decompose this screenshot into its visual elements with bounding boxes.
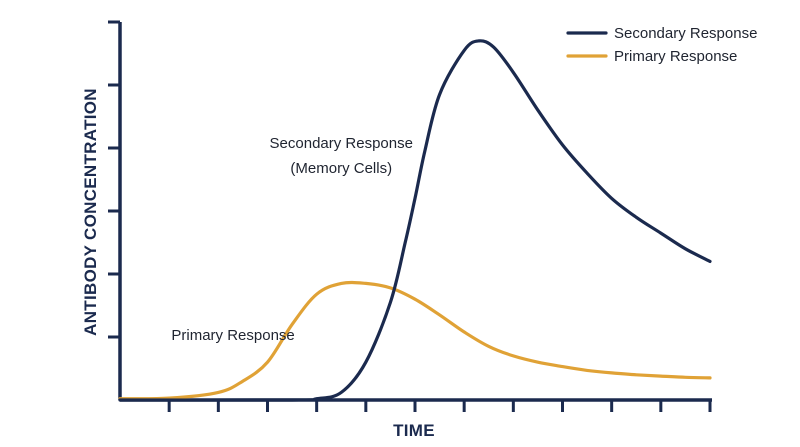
legend-label-2: Primary Response <box>614 48 737 65</box>
legend: Secondary Response Primary Response <box>566 25 757 65</box>
annotation-3: Primary Response <box>171 327 294 344</box>
annotations: Secondary Response (Memory Cells) Primary … <box>171 135 413 344</box>
x-ticks <box>167 400 712 412</box>
y-axis-title: ANTIBODY CONCENTRATION <box>81 88 100 336</box>
series-layer <box>118 39 712 402</box>
annotation-2: (Memory Cells) <box>290 160 392 177</box>
x-axis-title: TIME <box>393 421 435 440</box>
secondary-response-line <box>118 39 712 402</box>
primary-response-line <box>118 280 712 401</box>
annotation-1: Secondary Response <box>270 135 413 152</box>
legend-label-1: Secondary Response <box>614 25 757 42</box>
y-ticks <box>108 20 120 339</box>
